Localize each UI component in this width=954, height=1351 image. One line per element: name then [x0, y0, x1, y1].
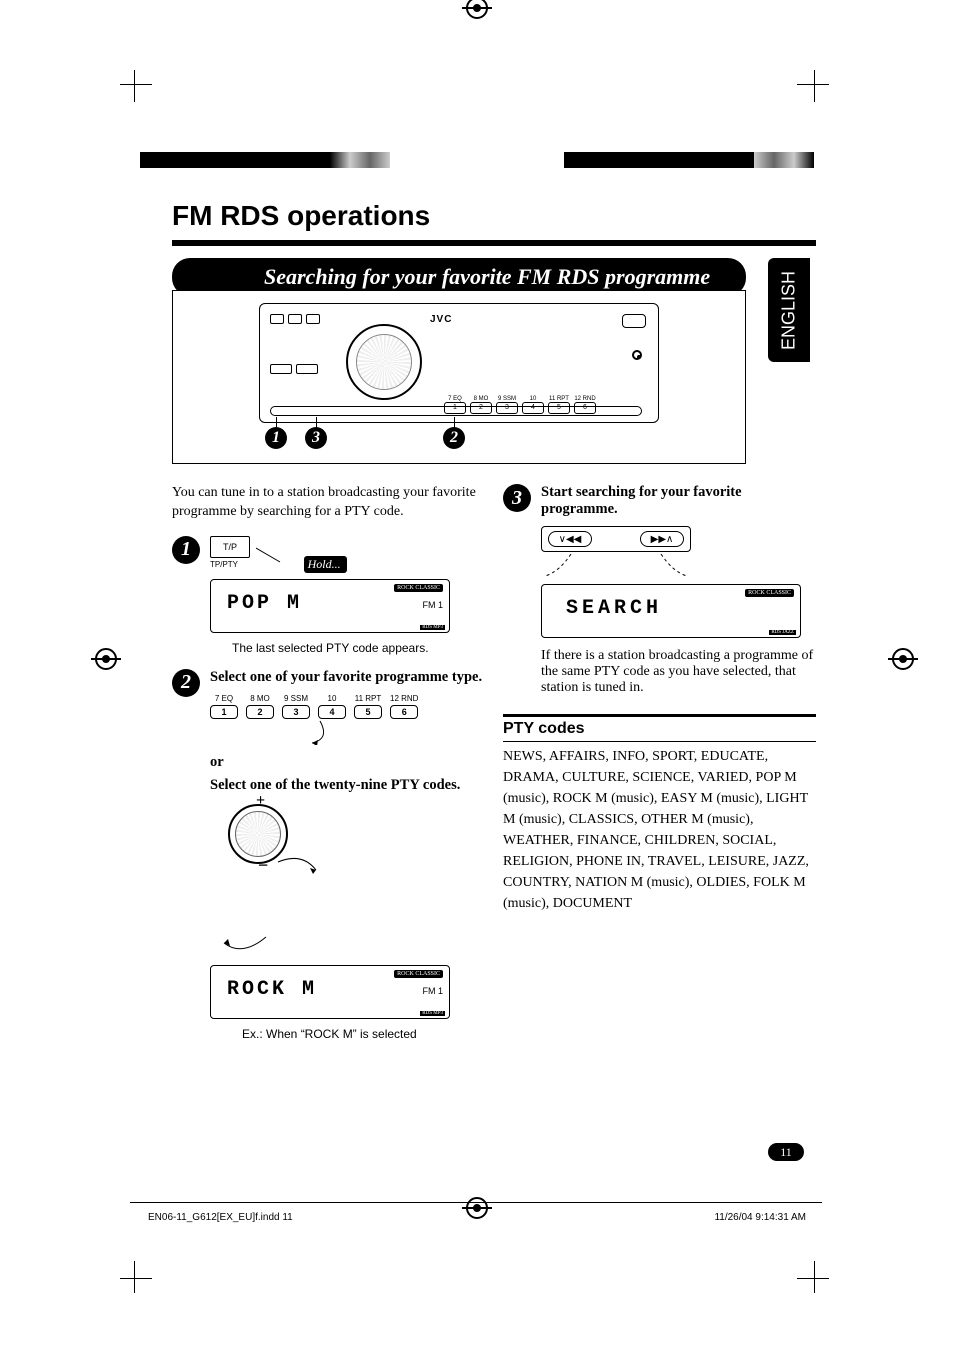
seek-prev-icon: ∨◀◀ — [548, 531, 592, 547]
step-1-caption: The last selected PTY code appears. — [232, 641, 485, 655]
intro-text: You can tune in to a station broadcastin… — [172, 484, 485, 522]
tp-button-icon: T/P — [210, 536, 250, 558]
step-2-text-b: Select one of the twenty-nine PTY codes. — [210, 777, 460, 793]
display-search: SEARCH ROCK CLASSIC RDS JAZZ — [541, 584, 801, 638]
registration-target-top — [466, 0, 488, 19]
device-figure: JVC 7 EQ1 8 MO2 9 SSM3 104 11 RPT5 12 RN… — [172, 290, 746, 464]
display-rock-m: ROCK M ROCK CLASSIC FM 1 RDS MP3 — [210, 965, 450, 1019]
left-column: You can tune in to a station broadcastin… — [172, 484, 485, 1041]
volume-knob-icon-2: + − — [228, 804, 288, 864]
step-2-text-a: Select one of your favorite programme ty… — [210, 669, 482, 685]
brand-label: JVC — [430, 314, 452, 325]
footer-rule — [130, 1202, 822, 1203]
step-1-badge: 1 — [172, 536, 200, 564]
language-tab: ENGLISH — [768, 258, 810, 362]
footer-left: EN06-11_G612[EX_EU]f.indd 11 — [148, 1212, 293, 1223]
step-1: 1 T/P TP/PTY Hold... POP M ROCK CLASSIC … — [172, 536, 485, 655]
hold-badge: Hold... — [304, 556, 347, 573]
callout-1: 1 — [265, 427, 287, 449]
pty-heading: PTY codes — [503, 714, 816, 742]
eject-slot-icon — [622, 314, 646, 328]
title-rule — [172, 240, 816, 246]
pty-list: NEWS, AFFAIRS, INFO, SPORT, EDUCATE, DRA… — [503, 746, 816, 914]
seek-next-icon: ▶▶∧ — [640, 531, 684, 547]
aux-jack-icon — [632, 350, 642, 360]
callout-2: 2 — [443, 427, 465, 449]
callout-3: 3 — [305, 427, 327, 449]
display-pop-m: POP M ROCK CLASSIC FM 1 RDS MP3 — [210, 579, 450, 633]
step-3: 3 Start searching for your favorite prog… — [503, 484, 816, 696]
step-3-text: Start searching for your favorite progra… — [541, 484, 742, 517]
registration-target-bottom — [466, 1197, 488, 1219]
footer-right: 11/26/04 9:14:31 AM — [714, 1212, 806, 1223]
tp-under-label: TP/PTY — [210, 560, 250, 569]
banner-section: Searching for your favorite FM RDS progr… — [172, 258, 746, 464]
step-3-note: If there is a station broadcasting a pro… — [541, 648, 816, 696]
registration-target-right — [892, 648, 914, 670]
step-2-badge: 2 — [172, 669, 200, 697]
preset-row: 7 EQ1 8 MO2 9 SSM3 104 11 RPT5 12 RND6 — [210, 694, 485, 719]
page-number: 11 — [768, 1143, 804, 1161]
page-title: FM RDS operations — [172, 200, 430, 232]
registration-target-left — [95, 648, 117, 670]
step-3-badge: 3 — [503, 484, 531, 512]
volume-knob-icon — [346, 324, 422, 400]
seek-illustration: ∨◀◀ ▶▶∧ — [541, 526, 816, 576]
or-text: or — [210, 754, 224, 770]
right-column: 3 Start searching for your favorite prog… — [503, 484, 816, 1041]
step-2-caption: Ex.: When “ROCK M” is selected — [242, 1027, 485, 1041]
step-2: 2 Select one of your favorite programme … — [172, 669, 485, 1041]
